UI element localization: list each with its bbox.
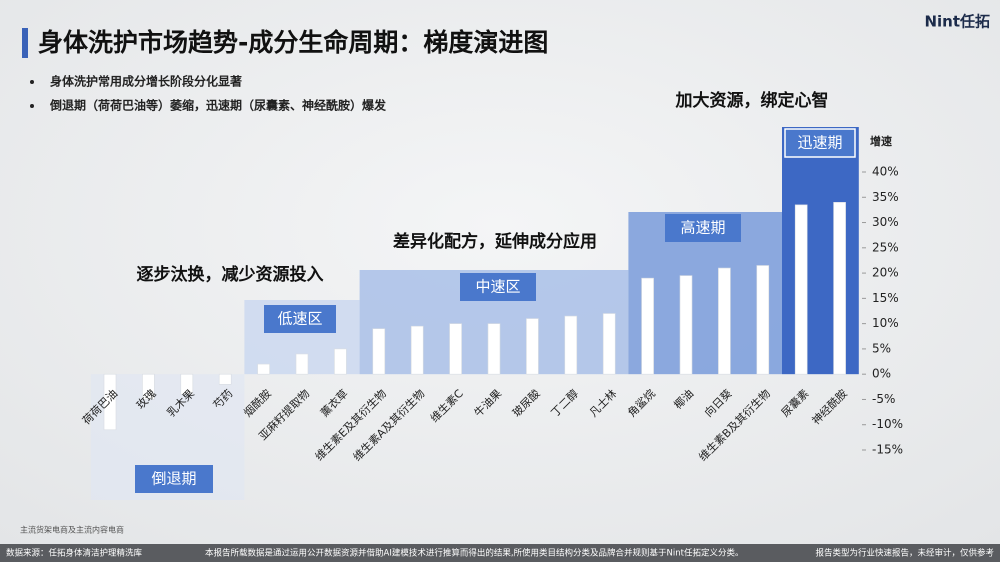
annotation: 差异化配方，延伸成分应用 [393,231,597,252]
logo: Nint任拓 [924,13,990,31]
stage-label-box [460,273,536,301]
stage-label: 倒退期 [151,470,196,488]
bar [794,204,808,375]
y-tick-label: 10% [872,316,899,330]
bar [833,202,846,375]
bar [718,267,731,375]
scope-note: 主流货架电商及主流内容电商 [20,525,124,535]
disclaimer: 报告类型为行业快速报告，未经审计，仅供参考 [815,548,994,559]
bar [180,373,194,395]
y-axis-label: 增速 [870,134,892,148]
y-tick-label: 5% [872,341,891,355]
bar [564,315,578,375]
bar [679,275,693,375]
bar [449,323,462,375]
bullet: 身体洗护常用成分增长阶段分化显著 [50,74,242,89]
y-tick-label: -10% [872,417,903,431]
annotation: 逐步汰换，减少资源投入 [137,264,324,285]
bullet: 倒退期（荷荷巴油等）萎缩，迅速期（尿囊素、神经酰胺）爆发 [49,98,387,113]
bar [218,373,232,385]
stage-label: 迅速期 [797,134,842,152]
annotation: 加大资源，绑定心智 [675,90,829,111]
stage-label: 高速期 [680,219,725,237]
stage-label-box [264,305,336,333]
bar [334,348,347,375]
bar [257,363,270,375]
title-accent [22,28,28,58]
stage-label-box [784,128,856,158]
bullet-dot [30,80,34,84]
stage-label: 低速区 [277,310,322,328]
bar [526,318,539,375]
method-note: 本报告所载数据是通过运用公开数据资源并借助AI建模技术进行推算而得出的结果,所使… [205,548,743,559]
bullet-dot [30,104,34,108]
stage-label: 中速区 [475,278,520,296]
bar [487,323,501,375]
y-tick-label: 0% [872,367,891,381]
y-tick-label: 30% [872,215,899,229]
bar [295,353,309,375]
bar [372,328,386,375]
y-tick-label: -15% [872,443,903,457]
title: 身体洗护市场趋势-成分生命周期：梯度演进图 [38,28,548,57]
stage-label-box [135,465,213,493]
bar [756,265,770,375]
y-tick-label: -5% [872,392,895,406]
y-tick-label: 25% [872,240,899,254]
bar [142,373,155,400]
stage-band [782,127,859,375]
y-tick-label: 20% [872,266,899,280]
bar [602,313,616,375]
stage-label-box [665,214,741,242]
y-tick-label: 40% [872,165,899,179]
footer-bar [0,544,1000,562]
source: 数据来源：任拓身体清洁护理精洗库 [6,548,143,559]
bar [641,277,654,375]
y-tick-label: 15% [872,291,899,305]
bar [410,325,424,375]
y-tick-label: 35% [872,190,899,204]
bar [103,373,117,431]
